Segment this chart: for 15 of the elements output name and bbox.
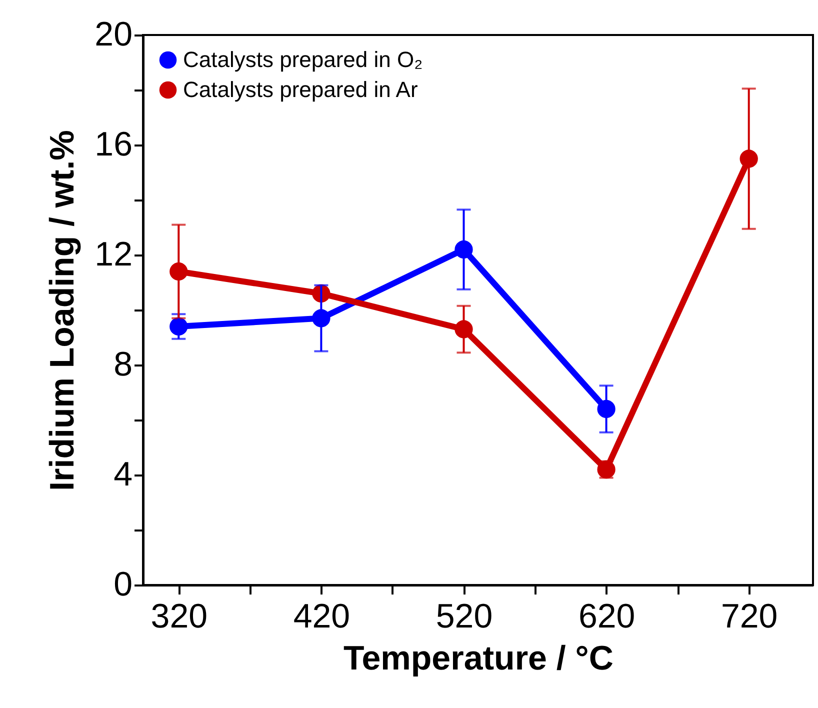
x-tick-label: 720: [720, 598, 778, 636]
y-tick-label: 16: [94, 126, 132, 164]
y-tick-label: 20: [94, 16, 132, 54]
legend-label: Catalysts prepared in O₂: [183, 47, 423, 72]
x-tick-label: 620: [578, 598, 636, 636]
y-tick-label: 8: [114, 346, 132, 384]
y-tick-label: 0: [114, 566, 132, 604]
y-tick-label: 4: [114, 456, 132, 494]
legend-label: Catalysts prepared in Ar: [183, 77, 418, 102]
x-axis-title: Temperature / °C: [344, 640, 614, 678]
x-tick-label: 520: [436, 598, 493, 636]
x-tick-label: 320: [150, 598, 208, 636]
y-axis-title: Iridium Loading / wt.%: [44, 130, 82, 491]
y-tick-label: 12: [94, 236, 132, 274]
x-tick-label: 420: [293, 598, 350, 636]
